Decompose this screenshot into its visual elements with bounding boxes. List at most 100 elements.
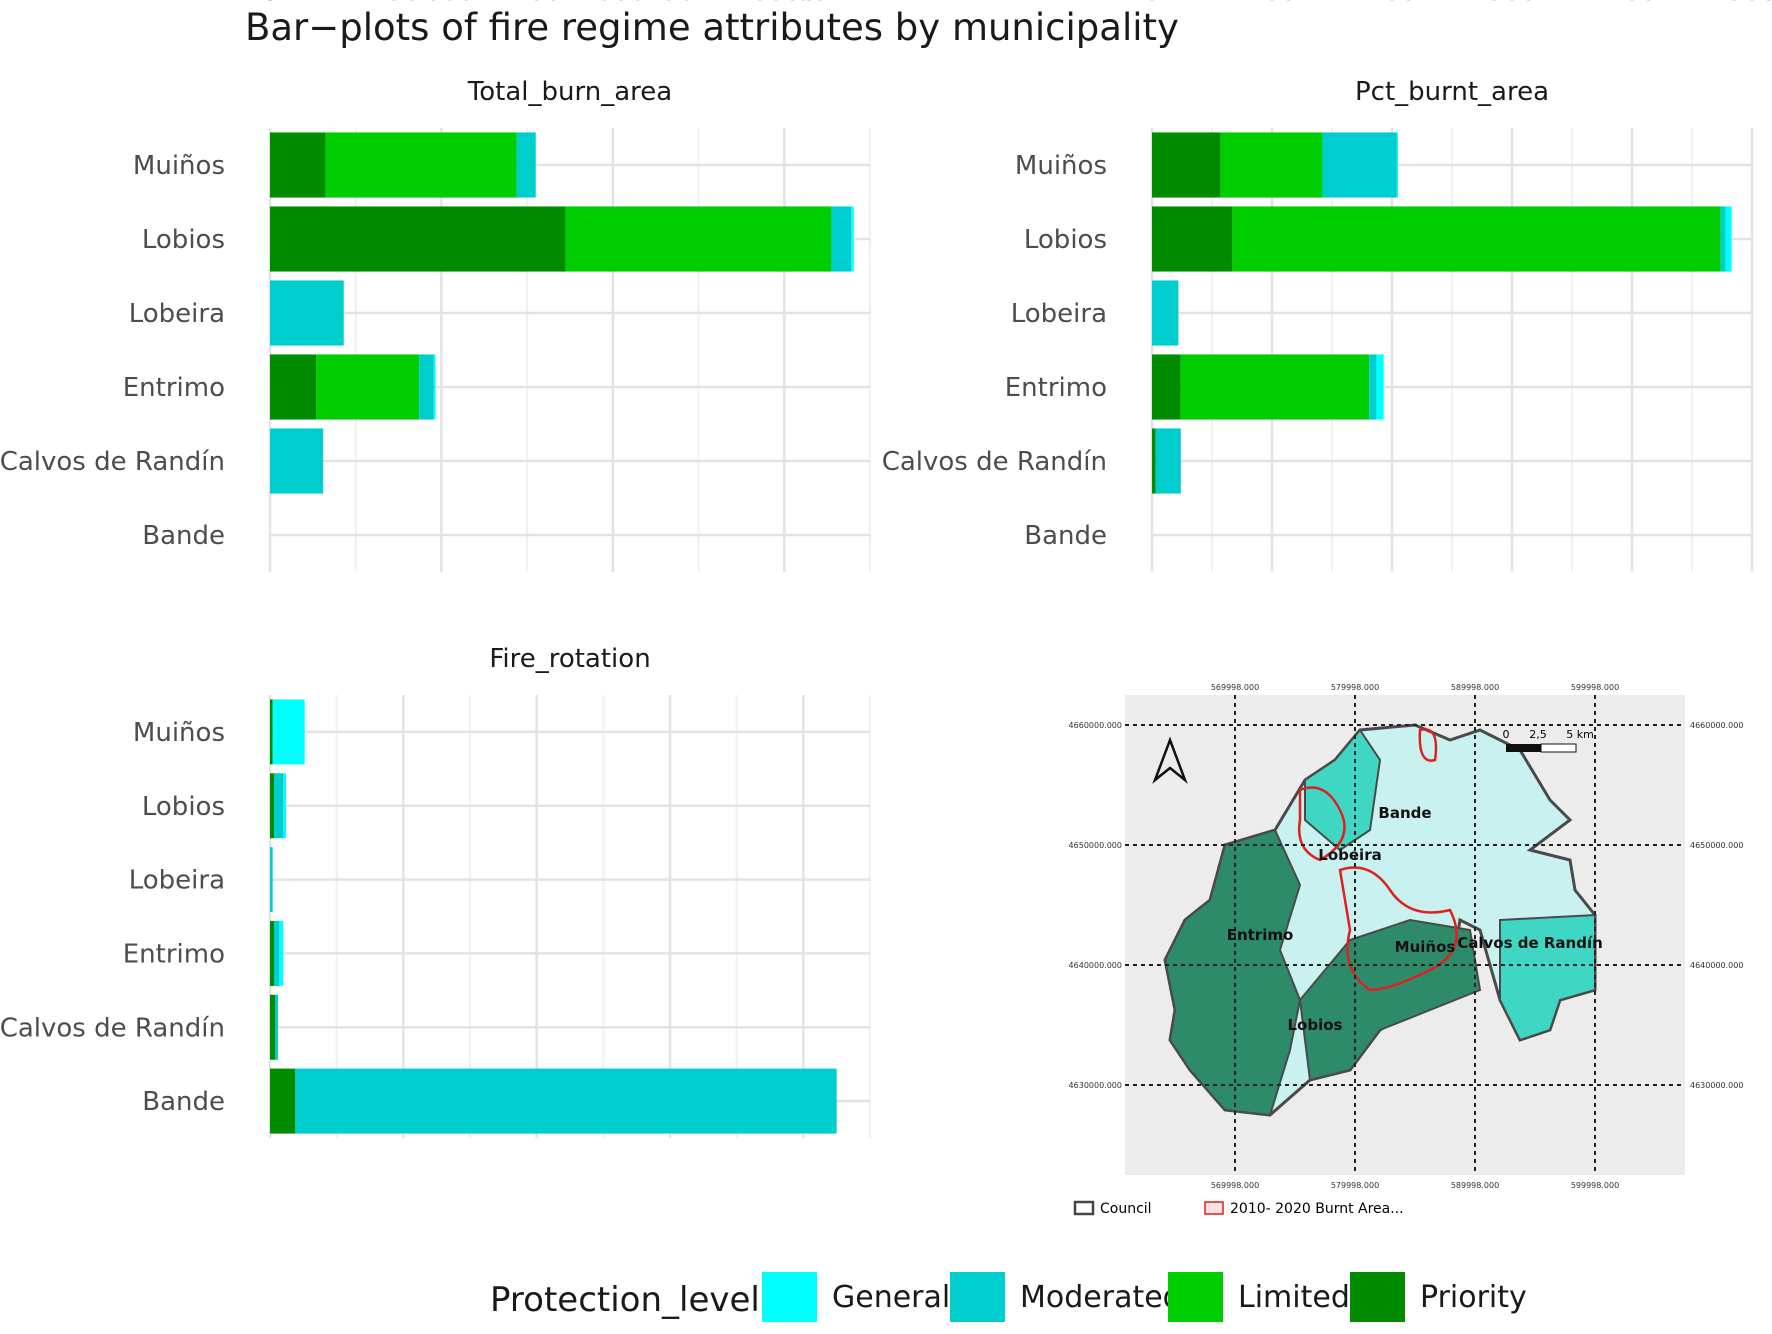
x-tick-label: 0	[262, 0, 279, 7]
council-legend-label: Council	[1100, 1201, 1152, 1217]
map-top-coord: 579998.000	[1331, 683, 1379, 692]
y-tick-label: Muiños	[133, 718, 225, 748]
x-tick-label: 0	[1144, 0, 1161, 7]
bar-segment-limited	[565, 206, 832, 272]
map-label-lobeira: Lobeira	[1318, 846, 1381, 864]
map-label-muinos: Muiños	[1395, 938, 1456, 956]
map-bottom-coord: 589998.000	[1451, 1181, 1499, 1190]
bar-segment-moderated	[275, 994, 278, 1060]
legend-swatch-moderated	[950, 1272, 1005, 1322]
scale-label: 5 km	[1566, 728, 1594, 741]
y-tick-label: Lobios	[1024, 225, 1107, 255]
legend: Protection_level General Moderated Limit…	[0, 1268, 1772, 1328]
x-tick-label: 400	[1607, 0, 1657, 7]
bar-segment-moderated	[1152, 280, 1179, 346]
y-tick-label: Calvos de Randín	[0, 1013, 225, 1043]
map-left-coord: 4630000.000	[1069, 1081, 1122, 1090]
y-tick-label: Lobeira	[129, 866, 225, 896]
map-right-coord: 4630000.000	[1690, 1081, 1743, 1090]
map-left-coord: 4660000.000	[1069, 721, 1122, 730]
y-tick-label: Muiños	[133, 151, 225, 181]
scale-label: 0	[1503, 728, 1510, 741]
bar-segment-general	[1376, 354, 1384, 420]
y-tick-label: Entrimo	[123, 939, 225, 969]
bar-segment-priority	[270, 354, 317, 420]
x-tick-label: 100	[1247, 0, 1297, 7]
x-tick-label: 2000	[408, 0, 474, 7]
scale-bar	[1540, 743, 1577, 753]
x-tick-label: 200	[779, 0, 829, 7]
bar-segment-moderated	[419, 354, 434, 420]
burnt-legend-swatch	[1204, 1201, 1224, 1215]
map-grid	[1125, 695, 1685, 1175]
y-tick-label: Bande	[142, 521, 225, 551]
panel-title: Total_burn_area	[467, 77, 672, 107]
bar-segment-limited	[1220, 132, 1323, 198]
scale-label: 2,5	[1529, 728, 1547, 741]
bar-segment-general	[279, 920, 284, 986]
y-tick-label: Lobeira	[1011, 299, 1107, 329]
map-inset: 569998.000 579998.000 589998.000 599998.…	[1069, 683, 1744, 1217]
map-label-bande: Bande	[1378, 804, 1431, 822]
bar-segment-moderated	[295, 1068, 837, 1134]
bar-segment-priority	[270, 920, 274, 986]
panel-title: Pct_burnt_area	[1355, 77, 1549, 107]
bar-segment-priority	[270, 773, 274, 839]
bar-segment-general	[1396, 132, 1398, 198]
legend-swatch-limited	[1168, 1272, 1223, 1322]
main-title: Bar−plots of fire regime attributes by m…	[245, 6, 1179, 49]
map-top-coord: 569998.000	[1211, 683, 1259, 692]
bar-segment-moderated	[831, 206, 852, 272]
bar-segment-limited	[1232, 206, 1721, 272]
y-tick-label: Entrimo	[1005, 373, 1107, 403]
priority-zone-shape	[1163, 828, 1302, 1117]
burnt-area-shape	[1338, 866, 1458, 992]
bar-segment-priority	[270, 1068, 296, 1134]
bar-segment-general	[272, 699, 305, 765]
map-bottom-coord: 599998.000	[1571, 1181, 1619, 1190]
bar-segment-priority	[1152, 132, 1221, 198]
x-tick-label: 300	[1487, 0, 1537, 7]
y-tick-label: Bande	[1024, 521, 1107, 551]
map-label-entrimo: Entrimo	[1227, 926, 1294, 944]
x-tick-label: 200	[1367, 0, 1417, 7]
bar-segment-general	[433, 354, 436, 420]
map-top-coord: 589998.000	[1451, 683, 1499, 692]
bar-segment-priority	[270, 699, 273, 765]
x-tick-label: 4000	[580, 0, 646, 7]
y-tick-label: Calvos de Randín	[0, 447, 225, 477]
x-tick-label: 100	[512, 0, 562, 7]
north-arrow-icon	[1152, 736, 1188, 784]
map-top-coord: 599998.000	[1571, 683, 1619, 692]
council-legend-swatch	[1073, 1200, 1095, 1216]
y-tick-label: Calvos de Randín	[882, 447, 1107, 477]
y-tick-label: Muiños	[1015, 151, 1107, 181]
y-tick-label: Bande	[142, 1087, 225, 1117]
y-tick-label: Lobios	[142, 792, 225, 822]
legend-label-general: General	[832, 1280, 951, 1315]
map-bottom-coord: 579998.000	[1331, 1181, 1379, 1190]
bar-segment-general	[851, 206, 854, 272]
bar-segment-general	[1725, 206, 1732, 272]
legend-label-limited: Limited	[1238, 1280, 1350, 1315]
bar-segment-general	[283, 773, 286, 839]
priority-zone-south-shape	[1298, 918, 1482, 1082]
legend-title: Protection_level	[490, 1280, 760, 1320]
bar-segment-moderated	[274, 773, 284, 839]
bar-segment-moderated	[270, 280, 344, 346]
legend-swatch-priority	[1350, 1272, 1405, 1322]
bar-segment-moderated	[270, 847, 273, 913]
bar-segment-priority	[270, 206, 566, 272]
y-tick-label: Entrimo	[123, 373, 225, 403]
scale-bar	[1506, 744, 1541, 752]
map-left-coord: 4640000.000	[1069, 961, 1122, 970]
legend-label-priority: Priority	[1420, 1280, 1527, 1315]
legend-label-moderated: Moderated	[1020, 1280, 1182, 1315]
bar-segment-priority	[270, 994, 276, 1060]
bar-segment-moderated	[1322, 132, 1397, 198]
map-bottom-coord: 569998.000	[1211, 1181, 1259, 1190]
bar-segment-priority	[1152, 428, 1156, 494]
bar-segment-limited	[316, 354, 420, 420]
